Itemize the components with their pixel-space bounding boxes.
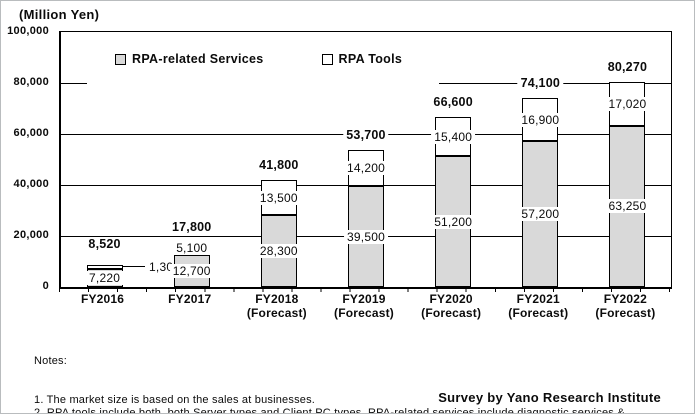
notes-block: Notes: 1. The market size is based on th… — [34, 329, 643, 414]
tools-value-label: 16,900 — [518, 112, 563, 127]
tools-value-label: 14,200 — [344, 161, 388, 176]
x-axis-category-line: FY2019 — [342, 292, 386, 306]
plot-area: 8,520 1,300 7,220 17,800 5,100 12,700 41,800 13… — [59, 31, 672, 289]
x-axis-category-line: FY2016 — [80, 292, 125, 306]
x-axis-category-label: FY2019 (Forecast) — [334, 292, 394, 320]
total-value-label: 41,800 — [256, 158, 302, 173]
note-line: 1. The market size is based on the sales… — [34, 394, 316, 406]
total-value-label: 66,600 — [430, 95, 476, 110]
x-axis-category-label: FY2020 (Forecast) — [421, 292, 481, 320]
services-value-label: 7,220 — [86, 270, 124, 285]
chart-legend: RPA-related Services RPA Tools — [87, 41, 439, 87]
bar-segment-tools — [86, 265, 123, 269]
y-axis-tick-label: 0 — [42, 280, 49, 292]
tools-value-label: 13,500 — [256, 190, 301, 205]
total-value-label: 8,520 — [85, 237, 124, 252]
x-axis-category-line: (Forecast) — [246, 306, 307, 320]
x-axis-category-label: FY2017 — [168, 292, 211, 306]
services-value-label: 51,200 — [431, 214, 476, 229]
x-axis-category-label: FY2022 (Forecast) — [595, 292, 655, 320]
total-value-label: 53,700 — [343, 128, 389, 143]
x-axis-category-line: FY2020 — [429, 292, 473, 306]
label-leader-line — [122, 265, 145, 267]
x-axis-category-line: (Forecast) — [421, 306, 482, 320]
total-value-label: 80,270 — [604, 60, 651, 75]
tools-value-label: 15,400 — [431, 129, 476, 144]
legend-label: RPA Tools — [338, 52, 403, 66]
services-value-label: 39,500 — [344, 229, 388, 244]
services-value-label: 28,300 — [256, 243, 301, 258]
x-axis-category-line: FY2017 — [168, 292, 212, 306]
tools-value-label: 5,100 — [173, 241, 211, 256]
x-axis-category-line: (Forecast) — [595, 306, 656, 320]
services-value-label: 12,700 — [169, 263, 214, 278]
tools-value-label: 17,020 — [605, 97, 650, 111]
y-axis-tick-label: 40,000 — [13, 178, 49, 190]
notes-heading: Notes: — [34, 355, 67, 367]
survey-credit: Survey by Yano Research Institute — [438, 390, 661, 405]
x-axis-category-line: (Forecast) — [508, 306, 569, 320]
note-line: 2. RPA tools include both both Server ty… — [34, 407, 625, 414]
total-value-label: 74,100 — [517, 76, 563, 90]
legend-label: RPA-related Services — [132, 52, 264, 66]
x-axis-category-label: FY2018 (Forecast) — [247, 292, 307, 320]
y-axis-tick-label: 100,000 — [7, 25, 49, 37]
x-axis-category-label: FY2016 — [81, 292, 124, 306]
y-axis-tick-label: 60,000 — [13, 127, 49, 139]
x-axis-category-line: FY2018 — [255, 292, 299, 306]
services-value-label: 57,200 — [518, 207, 563, 222]
x-axis-tick-marks — [59, 287, 670, 292]
y-axis-tick-label: 80,000 — [13, 76, 49, 88]
x-axis-category-line: FY2021 — [516, 292, 560, 306]
x-axis-category-label: FY2021 (Forecast) — [508, 292, 568, 320]
x-axis-category-line: (Forecast) — [333, 306, 395, 320]
y-axis-unit-label: (Million Yen) — [19, 7, 100, 22]
legend-item: RPA Tools — [321, 52, 403, 66]
legend-item: RPA-related Services — [115, 52, 264, 66]
y-axis-tick-label: 20,000 — [13, 229, 49, 241]
legend-swatch-icon — [115, 53, 126, 65]
legend-swatch-icon — [321, 53, 333, 65]
total-value-label: 17,800 — [168, 219, 215, 234]
x-axis-category-line: FY2022 — [603, 292, 648, 306]
services-value-label: 63,250 — [605, 199, 650, 214]
